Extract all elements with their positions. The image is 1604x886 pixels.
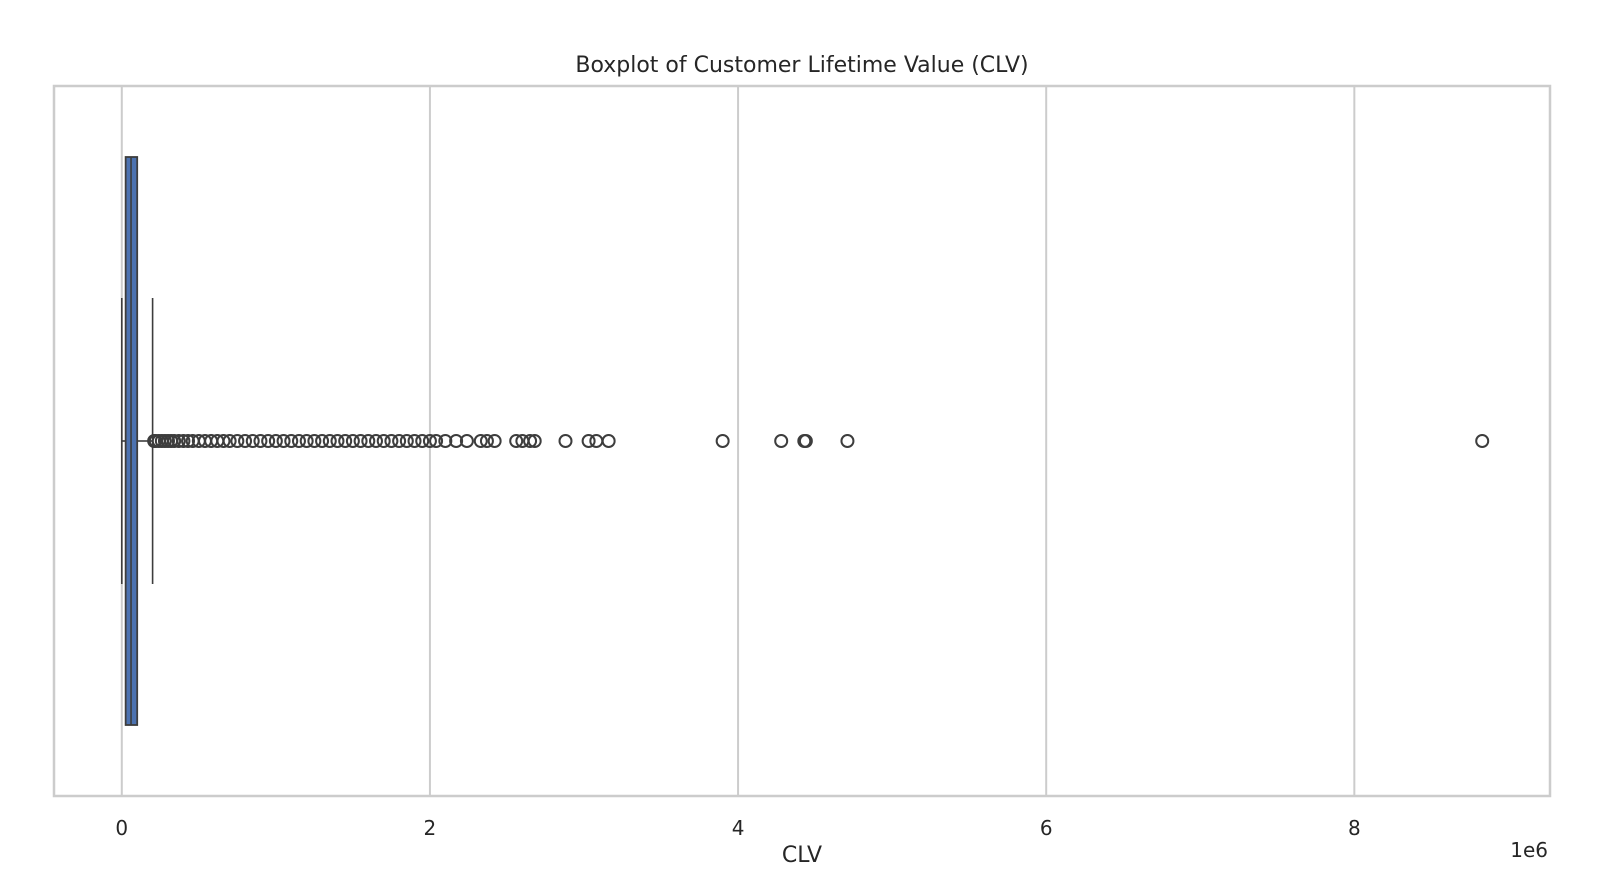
outlier-point-27	[299, 434, 314, 448]
outlier-point-17	[222, 434, 237, 448]
outlier-point-48	[473, 434, 488, 448]
outlier-point-62	[798, 434, 813, 448]
outlier-point-43	[422, 434, 437, 448]
outlier-point-58	[601, 434, 616, 448]
x-tick-label-6: 6	[1040, 816, 1053, 840]
outlier-point-51	[509, 434, 524, 448]
outlier-point-46	[449, 434, 464, 448]
outlier-point-59	[715, 434, 730, 448]
outlier-point-26	[291, 434, 306, 448]
outlier-point-7	[167, 434, 182, 448]
outlier-point-30	[322, 434, 337, 448]
outlier-point-45	[438, 434, 453, 448]
x-tick-label-0: 0	[115, 816, 128, 840]
outlier-point-47	[459, 434, 474, 448]
outlier-point-10	[181, 434, 196, 448]
outlier-point-33	[345, 434, 360, 448]
outliers-group	[147, 434, 1490, 448]
outlier-point-32	[338, 434, 353, 448]
outlier-point-16	[216, 434, 231, 448]
outlier-point-49	[479, 434, 494, 448]
outlier-point-25	[284, 434, 299, 448]
outlier-point-24	[276, 434, 291, 448]
outlier-point-21	[253, 434, 268, 448]
outlier-point-60	[774, 434, 789, 448]
plot-frame	[52, 84, 1552, 798]
outlier-point-63	[840, 434, 855, 448]
outlier-point-64	[1475, 434, 1490, 448]
outlier-point-22	[261, 434, 276, 448]
outlier-point-42	[415, 434, 430, 448]
outlier-point-38	[384, 434, 399, 448]
outlier-point-54	[527, 434, 542, 448]
outlier-point-8	[171, 434, 186, 448]
outlier-point-53	[523, 434, 538, 448]
outlier-point-50	[487, 434, 502, 448]
outlier-point-56	[581, 434, 596, 448]
x-tick-label-8: 8	[1348, 816, 1361, 840]
x-tick-label-2: 2	[424, 816, 437, 840]
outlier-point-31	[330, 434, 345, 448]
outlier-point-18	[230, 434, 245, 448]
outlier-point-29	[315, 434, 330, 448]
chart-title: Boxplot of Customer Lifetime Value (CLV)	[575, 53, 1028, 78]
outlier-point-37	[376, 434, 391, 448]
outlier-point-41	[407, 434, 422, 448]
outlier-point-39	[392, 434, 407, 448]
outlier-point-55	[558, 434, 573, 448]
outlier-point-40	[399, 434, 414, 448]
outlier-point-28	[307, 434, 322, 448]
outlier-point-35	[361, 434, 376, 448]
x-axis-offset-label: 1e6	[1510, 838, 1548, 862]
outlier-point-9	[176, 434, 191, 448]
outlier-point-36	[369, 434, 384, 448]
gridlines	[120, 86, 1356, 796]
x-tick-labels: 0 2 4 6 8	[115, 816, 1360, 840]
outlier-point-34	[353, 434, 368, 448]
outlier-point-57	[589, 434, 604, 448]
x-axis-label: CLV	[782, 843, 822, 868]
x-tick-label-4: 4	[732, 816, 745, 840]
outlier-point-20	[245, 434, 260, 448]
outlier-point-44	[429, 434, 444, 448]
outlier-point-23	[268, 434, 283, 448]
outlier-point-19	[238, 434, 253, 448]
